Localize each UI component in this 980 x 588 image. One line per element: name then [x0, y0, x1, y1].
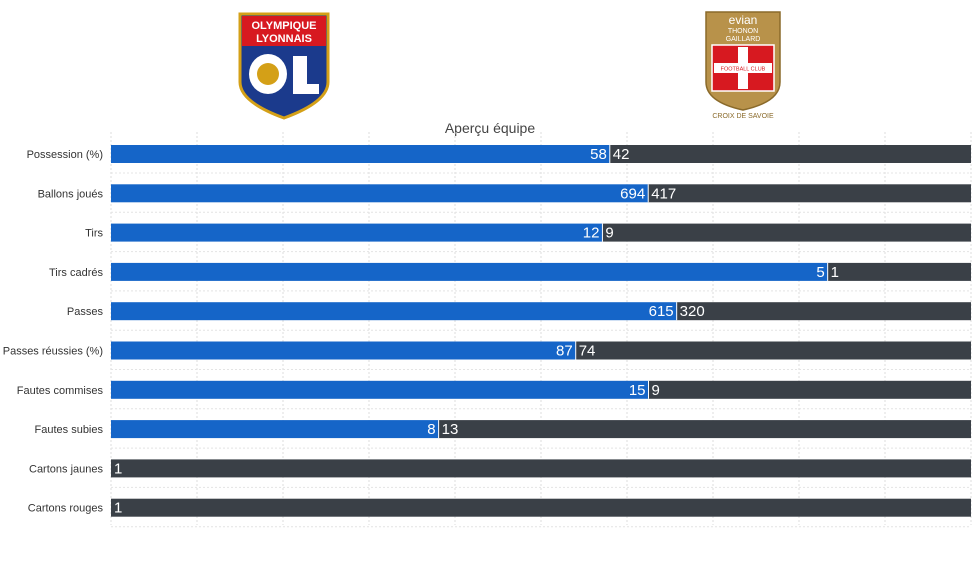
bar-away — [648, 380, 971, 399]
bar-away — [827, 262, 971, 281]
category-label: Cartons rouges — [28, 503, 104, 515]
category-label: Possession (%) — [27, 149, 103, 161]
value-label-home: 15 — [629, 382, 646, 399]
value-label-away: 1 — [831, 264, 839, 281]
value-label-away: 74 — [579, 343, 596, 360]
value-label-away: 42 — [613, 146, 630, 163]
logo-away-text-2: THONON — [728, 28, 758, 35]
value-label-home: 87 — [556, 343, 573, 360]
bar-away — [676, 302, 971, 321]
value-label-home: 12 — [583, 225, 600, 242]
category-label: Fautes commises — [17, 385, 104, 397]
bar-home — [111, 380, 649, 399]
bar-away — [648, 184, 971, 203]
category-label: Fautes subies — [35, 424, 104, 436]
bar-away — [575, 341, 971, 360]
bar-away — [111, 498, 971, 517]
logo-home-text-2: LYONNAIS — [256, 33, 312, 45]
value-label-home: 8 — [427, 421, 435, 438]
value-label-away: 1 — [114, 500, 122, 517]
chart-title: Aperçu équipe — [444, 120, 536, 136]
bar-home — [111, 145, 610, 163]
value-label-away: 13 — [442, 421, 459, 438]
bar-home — [111, 184, 649, 203]
value-label-away: 9 — [605, 225, 613, 242]
bar-home — [111, 223, 603, 242]
value-label-home: 5 — [816, 264, 824, 281]
category-label: Tirs cadrés — [49, 267, 103, 279]
category-label: Passes réussies (%) — [3, 346, 103, 358]
bar-away — [609, 145, 971, 163]
value-label-home: 615 — [649, 303, 674, 320]
category-label: Cartons jaunes — [29, 463, 103, 475]
value-label-away: 417 — [651, 185, 676, 202]
bar-away — [438, 420, 972, 439]
bar-away — [111, 459, 971, 478]
logo-away-text-3: GAILLARD — [726, 36, 761, 43]
logo-away-text-1: evian — [729, 13, 758, 27]
bar-away — [602, 223, 971, 242]
category-label: Tirs — [85, 228, 103, 240]
bar-home — [111, 341, 576, 360]
category-label: Ballons joués — [38, 188, 104, 200]
logo-home-text-1: OLYMPIQUE — [252, 20, 317, 32]
bar-home — [111, 262, 828, 281]
logo-away-text-4: FOOTBALL CLUB — [721, 67, 766, 73]
value-label-away: 9 — [652, 382, 660, 399]
value-label-home: 694 — [620, 185, 645, 202]
value-label-away: 1 — [114, 460, 122, 477]
bar-home — [111, 420, 439, 439]
value-label-away: 320 — [680, 303, 705, 320]
value-label-home: 58 — [590, 146, 607, 163]
bar-home — [111, 302, 677, 321]
olympique-lyonnais-logo: OLYMPIQUE LYONNAIS — [238, 12, 330, 120]
evian-thonon-gaillard-logo: evian THONON GAILLARD FOOTBALL CLUB CROI… — [705, 11, 781, 120]
logo-away-text-5: CROIX DE SAVOIE — [712, 113, 774, 120]
category-label: Passes — [67, 306, 104, 318]
